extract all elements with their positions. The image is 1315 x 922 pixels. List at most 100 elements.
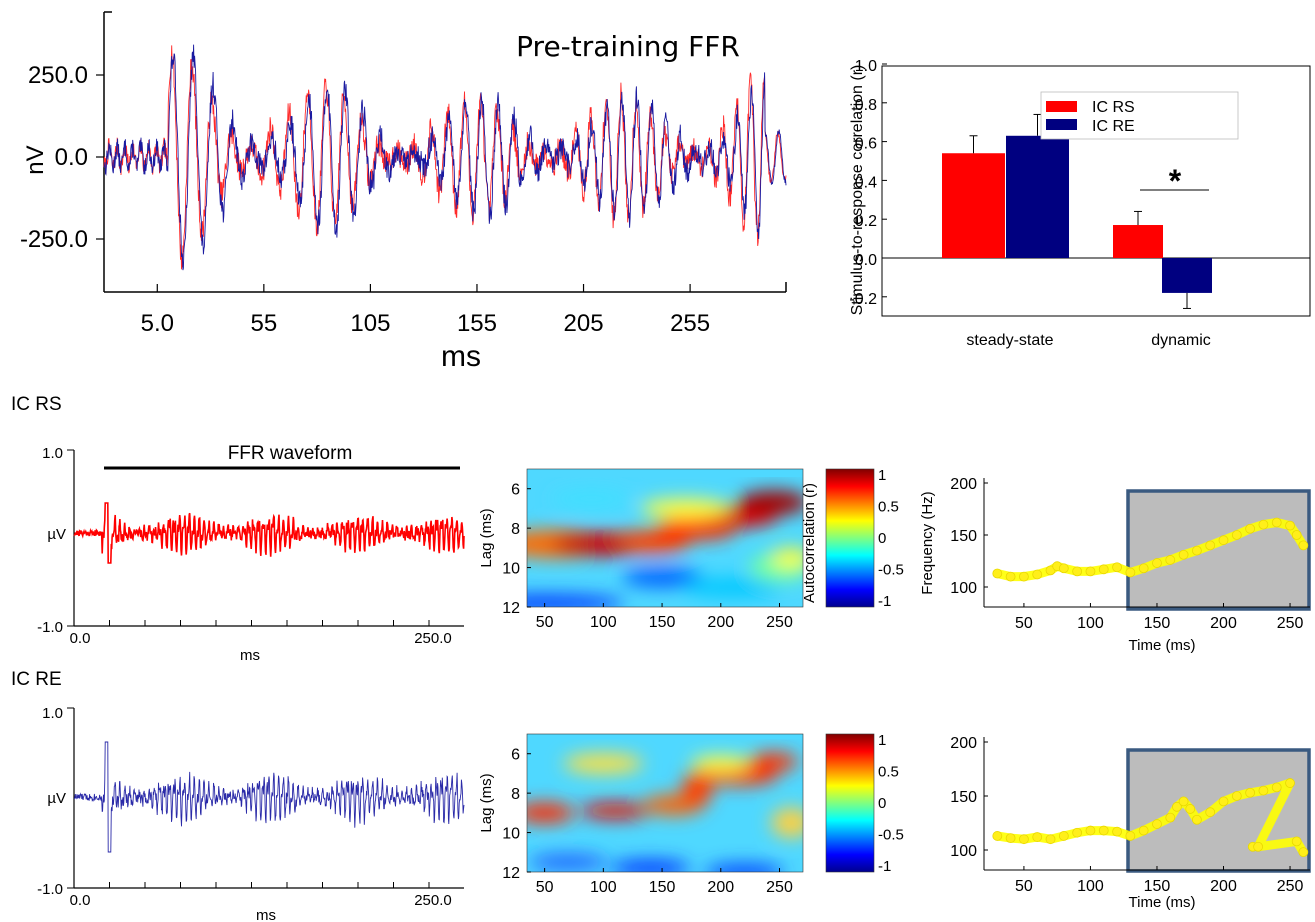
pitch-point [1045, 834, 1056, 845]
bar-frame [881, 65, 1311, 317]
heatmap-cell [580, 802, 651, 819]
series-ic-rs-line [103, 45, 787, 270]
pitch-xtick-label: 200 [1210, 615, 1237, 632]
correlation-panel: 1.0 0.8 0.6 0.4 0.2 0.0 -0.2 steady-state dyna… [849, 58, 1311, 349]
re-xlabel: ms [256, 907, 276, 922]
legend-swatch-ic-re [1046, 119, 1077, 130]
pre-ylabel: nV [22, 145, 49, 174]
ffr-waveform-label: FFR waveform [228, 443, 353, 464]
pitch-xtick-label: 200 [1210, 878, 1237, 895]
pitch-ytick-label: 200 [950, 735, 977, 752]
pre-xtick-label: 55 [250, 310, 277, 337]
pitch-point [1291, 530, 1302, 540]
pre-ytick-label: 0.0 [55, 144, 88, 171]
heatmap-ytick-label: 8 [511, 786, 520, 803]
legend-swatch-ic-rs [1046, 101, 1077, 112]
heatmap-cell [528, 854, 609, 871]
pitch-point [1191, 814, 1202, 825]
significance-star: * [1169, 163, 1182, 199]
rs-heatmap-panel: 50 100 150 200 250 6 8 10 12 Lag (ms) 1 0.5 0 -0.5 -… [478, 467, 904, 631]
bar-legend: IC RS IC RE [1040, 91, 1239, 140]
pitch-xtick-label: 250 [1277, 615, 1304, 632]
re-colorbar [825, 733, 875, 873]
pre-title: Pre-training FFR [516, 30, 740, 63]
re-ylabel: µV [47, 790, 66, 807]
heatmap-xtick-label: 100 [590, 879, 617, 896]
bar-ytick-label: 0.4 [855, 174, 877, 191]
rs-xtick-end: 250.0 [414, 630, 452, 647]
colorbar-tick-label: -1 [878, 858, 891, 875]
series-ic-re-line [103, 44, 787, 271]
heatmap-cell [690, 755, 751, 772]
re-pitch-panel: 50 100 150 200 250 200 150 100 Time (ms) [950, 735, 1311, 911]
bar-ic-re-steady-state [1006, 135, 1069, 258]
pitch-ytick-label: 150 [950, 528, 977, 545]
heatmap-xtick-label: 250 [766, 879, 793, 896]
pitch-point [1191, 545, 1202, 556]
pitch-point [1138, 563, 1149, 574]
heatmap-cell [748, 752, 799, 771]
pitch-point [1098, 825, 1109, 836]
rs-ylabel: µV [47, 526, 66, 543]
heatmap-cell [610, 860, 691, 872]
pitch-point [992, 831, 1003, 841]
re-ytick-top: 1.0 [42, 705, 63, 722]
rs-waveform-line [73, 502, 465, 564]
bar-category-1: steady-state [966, 332, 1053, 349]
heatmap-xtick-label: 150 [649, 879, 676, 896]
bar-category-2: dynamic [1151, 332, 1211, 349]
pitch-xtick-label: 100 [1077, 615, 1104, 632]
pitch-point [1085, 566, 1096, 577]
pitch-point [1205, 807, 1216, 818]
bar-ic-rs-dynamic [1113, 225, 1163, 258]
heatmap-ytick-label: 10 [502, 561, 520, 578]
heatmap-ytick-label: 8 [511, 521, 520, 538]
pre-ytick-label: 250.0 [28, 62, 88, 89]
pitch-point [1298, 540, 1309, 551]
heatmap-xtick-label: 50 [536, 614, 554, 631]
bar-ic-re-dynamic [1162, 258, 1212, 293]
pitch-point [1231, 791, 1242, 801]
pitch-ytick-label: 150 [950, 789, 977, 806]
pitch-point [1185, 804, 1196, 814]
re-xtick-start: 0.0 [70, 892, 91, 909]
rs-xtick-start: 0.0 [70, 630, 91, 647]
heatmap-xtick-label: 50 [536, 879, 554, 896]
heatmap-cell [527, 595, 625, 607]
pre-xtick-label: 5.0 [141, 310, 174, 337]
pitch-point [1253, 841, 1264, 852]
re-ytick-bottom: -1.0 [37, 881, 63, 898]
pitch-point [1125, 567, 1136, 578]
colorbar-tick-label: 0.5 [878, 764, 899, 781]
re-xtick-end: 250.0 [414, 892, 452, 909]
row-label-ic-re: IC RE [11, 669, 62, 690]
heatmap-cell [527, 802, 575, 823]
heatmap-ytick-label: 12 [502, 865, 520, 882]
pitch-point [1165, 812, 1176, 823]
colorbar-tick-label: 0 [878, 530, 886, 547]
pitch-point [1019, 571, 1029, 582]
pitch-point [1258, 785, 1269, 796]
legend-label-ic-rs: IC RS [1092, 99, 1135, 116]
colorbar-tick-label: -0.5 [878, 562, 904, 579]
heatmap-cell [771, 547, 803, 568]
heatmap-ytick-label: 6 [511, 747, 520, 764]
colorbar-tick-label: 1 [878, 467, 886, 484]
heatmap-xtick-label: 250 [766, 614, 793, 631]
pre-ytick-label: -250.0 [20, 226, 88, 253]
colorbar-tick-label: -0.5 [878, 827, 904, 844]
legend-label-ic-re: IC RE [1092, 118, 1135, 135]
pitch-point [1085, 825, 1096, 836]
rs-heatmap-ylabel: Lag (ms) [478, 508, 495, 567]
rs-pitch-xlabel: Time (ms) [1129, 637, 1196, 654]
pitch-point [1072, 566, 1083, 577]
pitch-point [1231, 530, 1242, 540]
bar-ytick-label: 0.6 [855, 136, 877, 153]
pitch-point [1138, 825, 1149, 836]
rs-colorbar [825, 468, 875, 608]
colorbar-tick-label: -1 [878, 593, 891, 610]
pitch-point [1019, 834, 1029, 845]
bar-ic-rs-steady-state [942, 153, 1005, 258]
heatmap-cell [622, 567, 703, 588]
